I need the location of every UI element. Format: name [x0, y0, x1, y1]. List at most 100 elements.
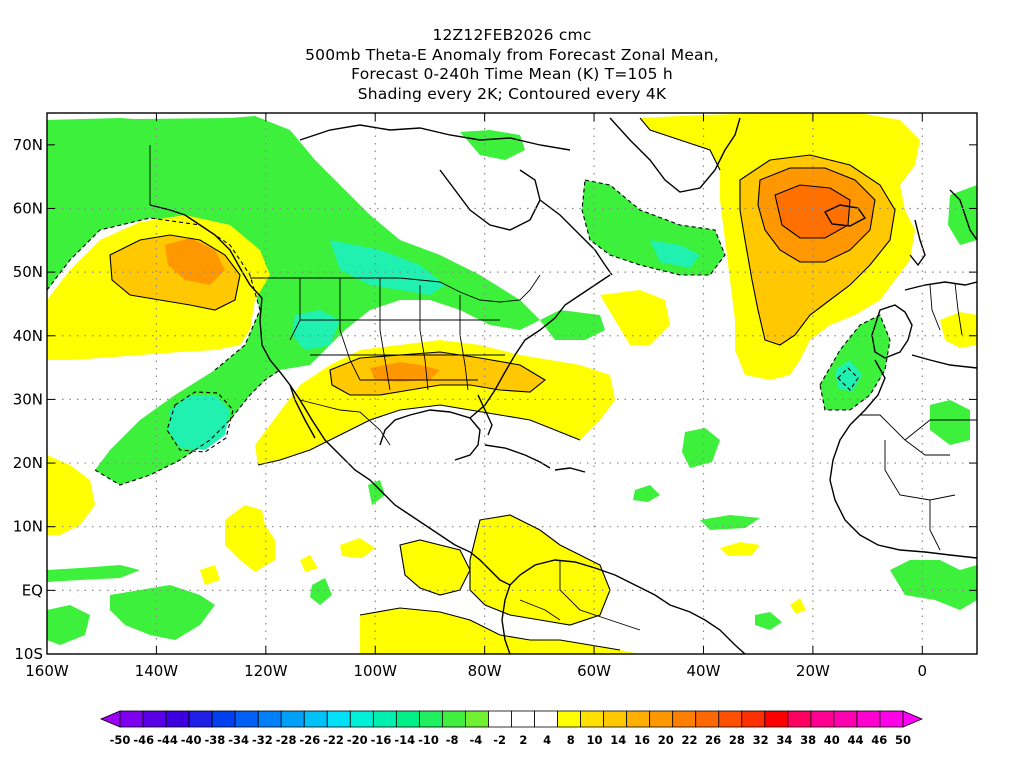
colorbar-label: -16 — [371, 733, 392, 747]
contour-neg-gulf-alaska — [47, 217, 261, 371]
lon-label: 160W — [25, 662, 69, 680]
lon-label: 0 — [918, 662, 928, 680]
colorbar-swatch — [741, 710, 766, 728]
teal-region-canada — [330, 240, 445, 295]
coastline-iceland — [824, 204, 867, 227]
green-region-pac-spot — [310, 578, 332, 605]
colorbar-swatch — [833, 710, 858, 728]
colorbar-label: 28 — [729, 733, 745, 747]
teal-region-labrador — [650, 240, 700, 268]
colorbar-swatch — [488, 710, 512, 728]
colorbar-label: -40 — [181, 733, 202, 747]
colorbar-arrow-right — [902, 710, 924, 728]
colorbar-label: 2 — [519, 733, 527, 747]
colorbar-label: 4 — [543, 733, 551, 747]
title-line-3: Forecast 0-240h Time Mean (K) T=105 h — [351, 65, 673, 83]
colorbar-swatch — [695, 710, 720, 728]
contour-pos-north-atl-outer — [639, 117, 721, 171]
colorbar-label: -34 — [228, 733, 249, 747]
colorbar-label: 38 — [800, 733, 816, 747]
colorbar-swatch — [372, 710, 397, 728]
colorbar-label: -50 — [110, 733, 131, 747]
colorbar-swatch — [326, 710, 351, 728]
border-africa-4 — [929, 500, 941, 551]
colorbar-swatch — [879, 710, 904, 728]
colorbar-label: 10 — [587, 733, 603, 747]
coastline-s-am-n — [509, 559, 746, 654]
contour-neg-labrador — [581, 179, 726, 276]
contour-pos-central-am — [399, 539, 471, 596]
gridlines — [47, 113, 977, 654]
colorbar-label: -32 — [252, 733, 273, 747]
coastline-mediterranean — [911, 354, 977, 369]
title-line-4: Shading every 2K; Contoured every 4K — [357, 84, 667, 103]
colorbar-swatch — [211, 710, 236, 728]
colorbar-swatch — [856, 710, 881, 728]
gold-region-se-us — [330, 352, 545, 395]
coastline-greenland — [609, 117, 741, 193]
yellow-region-atl-spot-1 — [720, 542, 760, 556]
coastline-gulf — [379, 409, 481, 461]
contour-pos-s-am — [359, 607, 621, 651]
colorbar-label: 8 — [567, 733, 575, 747]
coastline-hudson-bay — [439, 169, 541, 231]
contour-neg-iberia — [819, 314, 891, 411]
colorbar-label: 44 — [848, 733, 864, 747]
coastline-baja — [289, 384, 316, 439]
coastline-s-am-w — [501, 584, 511, 654]
colorbar-swatch — [349, 710, 374, 728]
border-states-2 — [339, 278, 361, 381]
lon-label: 80W — [468, 662, 502, 680]
colorbar-swatch — [442, 710, 466, 728]
political-borders — [149, 145, 977, 631]
teal-region-iberia — [835, 360, 862, 392]
colorbar-label: -8 — [446, 733, 459, 747]
colorbar-label: 34 — [776, 733, 792, 747]
colorbar-swatch — [626, 710, 651, 728]
coastline-uk — [909, 219, 926, 267]
colorbar-label: 46 — [871, 733, 887, 747]
coastline-scandinavia — [949, 189, 977, 241]
yellow-region-pac-spot-2 — [200, 565, 220, 585]
colorbar-swatch — [534, 710, 558, 728]
lon-label: 60W — [577, 662, 611, 680]
orange-region-ne-pacific — [165, 238, 225, 285]
yellow-region-central-am — [400, 540, 470, 595]
lat-label: 10S — [14, 645, 43, 663]
contour-pos-se-us — [329, 351, 546, 396]
border-africa-3 — [904, 419, 977, 441]
colorbar-label: -26 — [299, 733, 320, 747]
green-region-pac-trop-1 — [47, 565, 140, 582]
colorbar-label: -4 — [470, 733, 483, 747]
colorbar-label: 26 — [705, 733, 721, 747]
colorbar-label: -14 — [394, 733, 415, 747]
lat-label: 30N — [13, 390, 43, 408]
colorbar-swatch — [142, 710, 167, 728]
colorbar-labels: -50 -46 -44 -40 -38 -34 -32 -28 -26 -22 -20 -16 -14-… — [110, 733, 911, 747]
green-region-mex-coast — [368, 480, 385, 505]
contour-neg-iberia-inner — [837, 367, 859, 391]
lon-label: 40W — [687, 662, 721, 680]
contour-pos-ne-pacific — [109, 234, 241, 311]
green-region-atl-trop-2 — [633, 485, 660, 502]
colorbar-swatch — [810, 710, 835, 728]
colorbar-label: -22 — [323, 733, 344, 747]
green-region-africa-w — [890, 560, 977, 610]
coastline-florida — [477, 394, 493, 436]
green-region-gulf-alaska — [47, 118, 300, 240]
coastline-hispaniola — [554, 467, 586, 473]
colorbar-swatch — [672, 710, 697, 728]
contour-pos-caribbean — [469, 514, 611, 626]
title-line-2: 500mb Theta-E Anomaly from Forecast Zona… — [305, 45, 719, 64]
yellow-region-pac-trop-2 — [340, 538, 375, 558]
colorbar-label: -38 — [205, 733, 226, 747]
coastline-us-west — [259, 297, 471, 553]
colorbar-label: 14 — [610, 733, 626, 747]
lat-label: 40N — [13, 327, 43, 345]
colorbar-swatch — [764, 710, 789, 728]
border-africa-2 — [884, 440, 956, 501]
longitude-labels: 160W 140W 120W 100W 80W 60W 40W 20W 0 — [25, 662, 927, 680]
green-region-pacific-north — [47, 116, 540, 485]
colorbar-swatch — [557, 710, 581, 728]
